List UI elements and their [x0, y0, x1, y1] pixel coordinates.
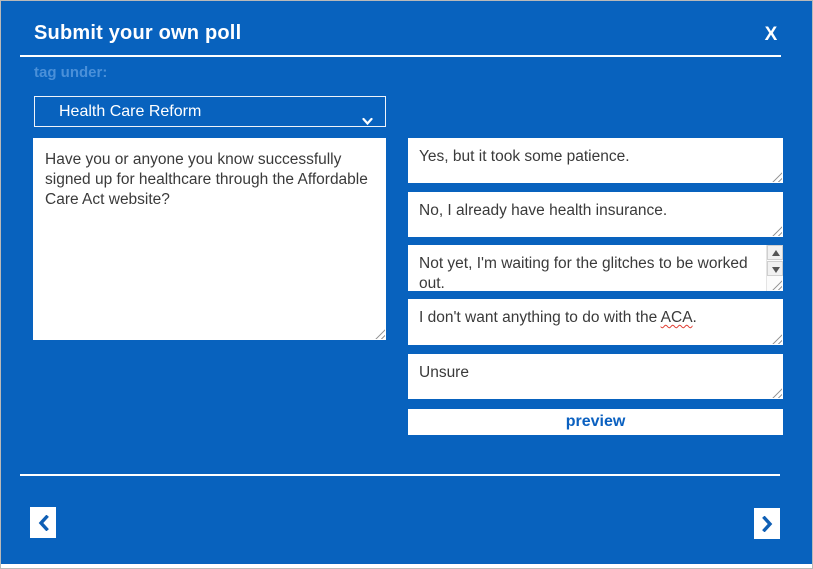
answer-input-5[interactable]: Unsure	[408, 354, 783, 399]
answer-input-2[interactable]: No, I already have health insurance.	[408, 192, 783, 237]
scroll-down-button[interactable]	[767, 261, 783, 276]
poll-question-text: Have you or anyone you know successfully…	[45, 151, 368, 208]
resize-grip[interactable]	[771, 225, 782, 236]
tag-under-label: tag under:	[34, 64, 108, 81]
poll-question-input[interactable]: Have you or anyone you know successfully…	[33, 138, 386, 340]
header-divider	[20, 55, 781, 57]
answer-text: I don't want anything to do with the ACA…	[419, 309, 697, 326]
answer-input-3[interactable]: Not yet, I'm waiting for the glitches to…	[408, 245, 783, 291]
answer-text: Not yet, I'm waiting for the glitches to…	[419, 255, 748, 291]
chevron-left-icon	[38, 514, 49, 531]
chevron-right-icon	[761, 515, 773, 532]
answer-input-4[interactable]: I don't want anything to do with the ACA…	[408, 299, 783, 345]
chevron-down-icon	[362, 107, 373, 126]
resize-grip[interactable]	[771, 171, 782, 182]
category-dropdown-value: Health Care Reform	[59, 103, 202, 120]
prev-poll-button[interactable]	[30, 507, 56, 538]
footer-divider	[20, 474, 780, 476]
answer-text: Yes, but it took some patience.	[419, 148, 630, 165]
category-dropdown[interactable]: Health Care Reform	[34, 96, 386, 127]
answer-text: No, I already have health insurance.	[419, 202, 668, 219]
resize-grip[interactable]	[771, 333, 782, 344]
scroll-up-button[interactable]	[767, 245, 783, 260]
dialog-title: Submit your own poll	[34, 22, 242, 44]
next-poll-button[interactable]	[754, 508, 780, 539]
preview-button[interactable]: preview	[408, 409, 783, 435]
triangle-down-icon	[772, 267, 780, 273]
answer-input-1[interactable]: Yes, but it took some patience.	[408, 138, 783, 183]
textarea-scrollbar[interactable]	[766, 245, 783, 291]
resize-grip[interactable]	[374, 328, 385, 339]
answer-text: Unsure	[419, 364, 469, 381]
triangle-up-icon	[772, 250, 780, 256]
misspelled-word: ACA	[660, 309, 693, 326]
resize-grip[interactable]	[771, 279, 782, 290]
close-button[interactable]: X	[757, 21, 785, 49]
close-icon: X	[764, 24, 778, 45]
resize-grip[interactable]	[771, 387, 782, 398]
